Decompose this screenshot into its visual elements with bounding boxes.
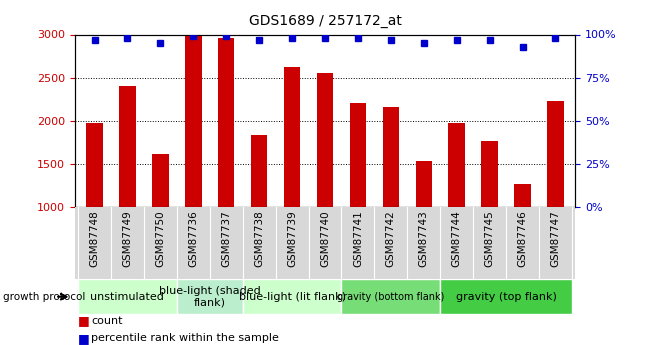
Text: percentile rank within the sample: percentile rank within the sample <box>91 333 279 343</box>
Text: GSM87738: GSM87738 <box>254 210 264 267</box>
Text: GSM87747: GSM87747 <box>551 210 560 267</box>
Bar <box>482 141 498 207</box>
Bar <box>185 36 202 207</box>
Text: gravity (bottom flank): gravity (bottom flank) <box>337 292 445 302</box>
Bar <box>415 161 432 207</box>
Bar <box>218 38 235 207</box>
Bar <box>514 184 531 207</box>
Text: blue-light (shaded
flank): blue-light (shaded flank) <box>159 286 261 307</box>
Text: gravity (top flank): gravity (top flank) <box>456 292 556 302</box>
Bar <box>284 67 300 207</box>
Text: ■: ■ <box>78 332 90 345</box>
Text: GSM87749: GSM87749 <box>122 210 133 267</box>
Bar <box>251 135 267 207</box>
Text: GSM87737: GSM87737 <box>221 210 231 267</box>
Bar <box>383 107 399 207</box>
Bar <box>448 123 465 207</box>
Text: growth protocol: growth protocol <box>3 292 86 302</box>
Bar <box>341 279 440 314</box>
Bar <box>119 86 136 207</box>
Text: GSM87739: GSM87739 <box>287 210 297 267</box>
Bar <box>86 123 103 207</box>
Text: GSM87742: GSM87742 <box>386 210 396 267</box>
Text: GSM87744: GSM87744 <box>452 210 461 267</box>
Text: count: count <box>91 316 122 326</box>
Text: GSM87740: GSM87740 <box>320 210 330 267</box>
Text: ■: ■ <box>78 314 90 327</box>
Bar <box>152 155 168 207</box>
Text: GSM87743: GSM87743 <box>419 210 429 267</box>
Bar <box>440 279 572 314</box>
Text: blue-light (lit flank): blue-light (lit flank) <box>239 292 346 302</box>
Text: GDS1689 / 257172_at: GDS1689 / 257172_at <box>248 14 402 28</box>
Text: GSM87746: GSM87746 <box>517 210 528 267</box>
Text: GSM87750: GSM87750 <box>155 210 165 267</box>
Bar <box>350 104 366 207</box>
Bar <box>78 279 177 314</box>
Text: GSM87736: GSM87736 <box>188 210 198 267</box>
Bar <box>242 279 341 314</box>
Bar <box>177 279 242 314</box>
Text: GSM87745: GSM87745 <box>485 210 495 267</box>
Text: GSM87741: GSM87741 <box>353 210 363 267</box>
Text: GSM87748: GSM87748 <box>90 210 99 267</box>
Bar <box>547 101 564 207</box>
Text: unstimulated: unstimulated <box>90 292 164 302</box>
Bar <box>317 73 333 207</box>
